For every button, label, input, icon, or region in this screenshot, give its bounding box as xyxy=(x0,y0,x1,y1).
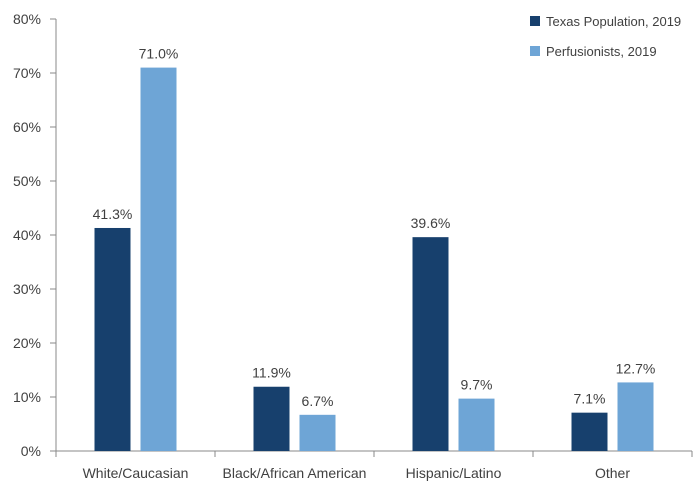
x-category-label: Hispanic/Latino xyxy=(406,465,502,481)
y-tick-label: 60% xyxy=(13,119,41,135)
y-tick-label: 0% xyxy=(21,443,41,459)
bar xyxy=(299,414,336,451)
bar xyxy=(140,67,177,451)
data-label: 7.1% xyxy=(574,391,606,407)
data-label: 71.0% xyxy=(139,46,179,62)
bars xyxy=(94,67,654,451)
legend: Texas Population, 2019 Perfusionists, 20… xyxy=(530,14,681,59)
y-tick-label: 70% xyxy=(13,65,41,81)
data-label: 9.7% xyxy=(461,377,493,393)
bar xyxy=(458,398,495,451)
data-label: 6.7% xyxy=(302,393,334,409)
x-category-label: Black/African American xyxy=(223,465,367,481)
y-axis: 0% 10% 20% 30% 40% 50% 60% 70% 80% xyxy=(13,11,57,459)
bar xyxy=(253,386,290,451)
y-tick-label: 30% xyxy=(13,281,41,297)
bar xyxy=(94,227,131,451)
legend-label-perfusionists: Perfusionists, 2019 xyxy=(546,44,657,59)
x-axis: White/Caucasian Black/African American His… xyxy=(55,450,693,481)
x-category-label: White/Caucasian xyxy=(83,465,189,481)
bar xyxy=(571,412,608,451)
y-tick-label: 10% xyxy=(13,389,41,405)
y-tick-label: 20% xyxy=(13,335,41,351)
legend-label-texas-population: Texas Population, 2019 xyxy=(546,14,681,29)
data-label: 12.7% xyxy=(616,360,656,376)
data-label: 11.9% xyxy=(252,365,291,381)
y-tick-label: 50% xyxy=(13,173,41,189)
legend-swatch-texas-population xyxy=(530,16,540,26)
x-category-label: Other xyxy=(595,465,630,481)
data-labels: 41.3% 11.9% 39.6% 7.1% 71.0% 6.7% 9.7% 12.7% xyxy=(93,46,656,409)
bar xyxy=(412,237,449,451)
y-tick-label: 40% xyxy=(13,227,41,243)
y-tick-label: 80% xyxy=(13,11,41,27)
data-label: 39.6% xyxy=(411,215,451,231)
legend-swatch-perfusionists xyxy=(530,46,540,56)
bar xyxy=(617,382,654,451)
data-label: 41.3% xyxy=(93,206,133,222)
